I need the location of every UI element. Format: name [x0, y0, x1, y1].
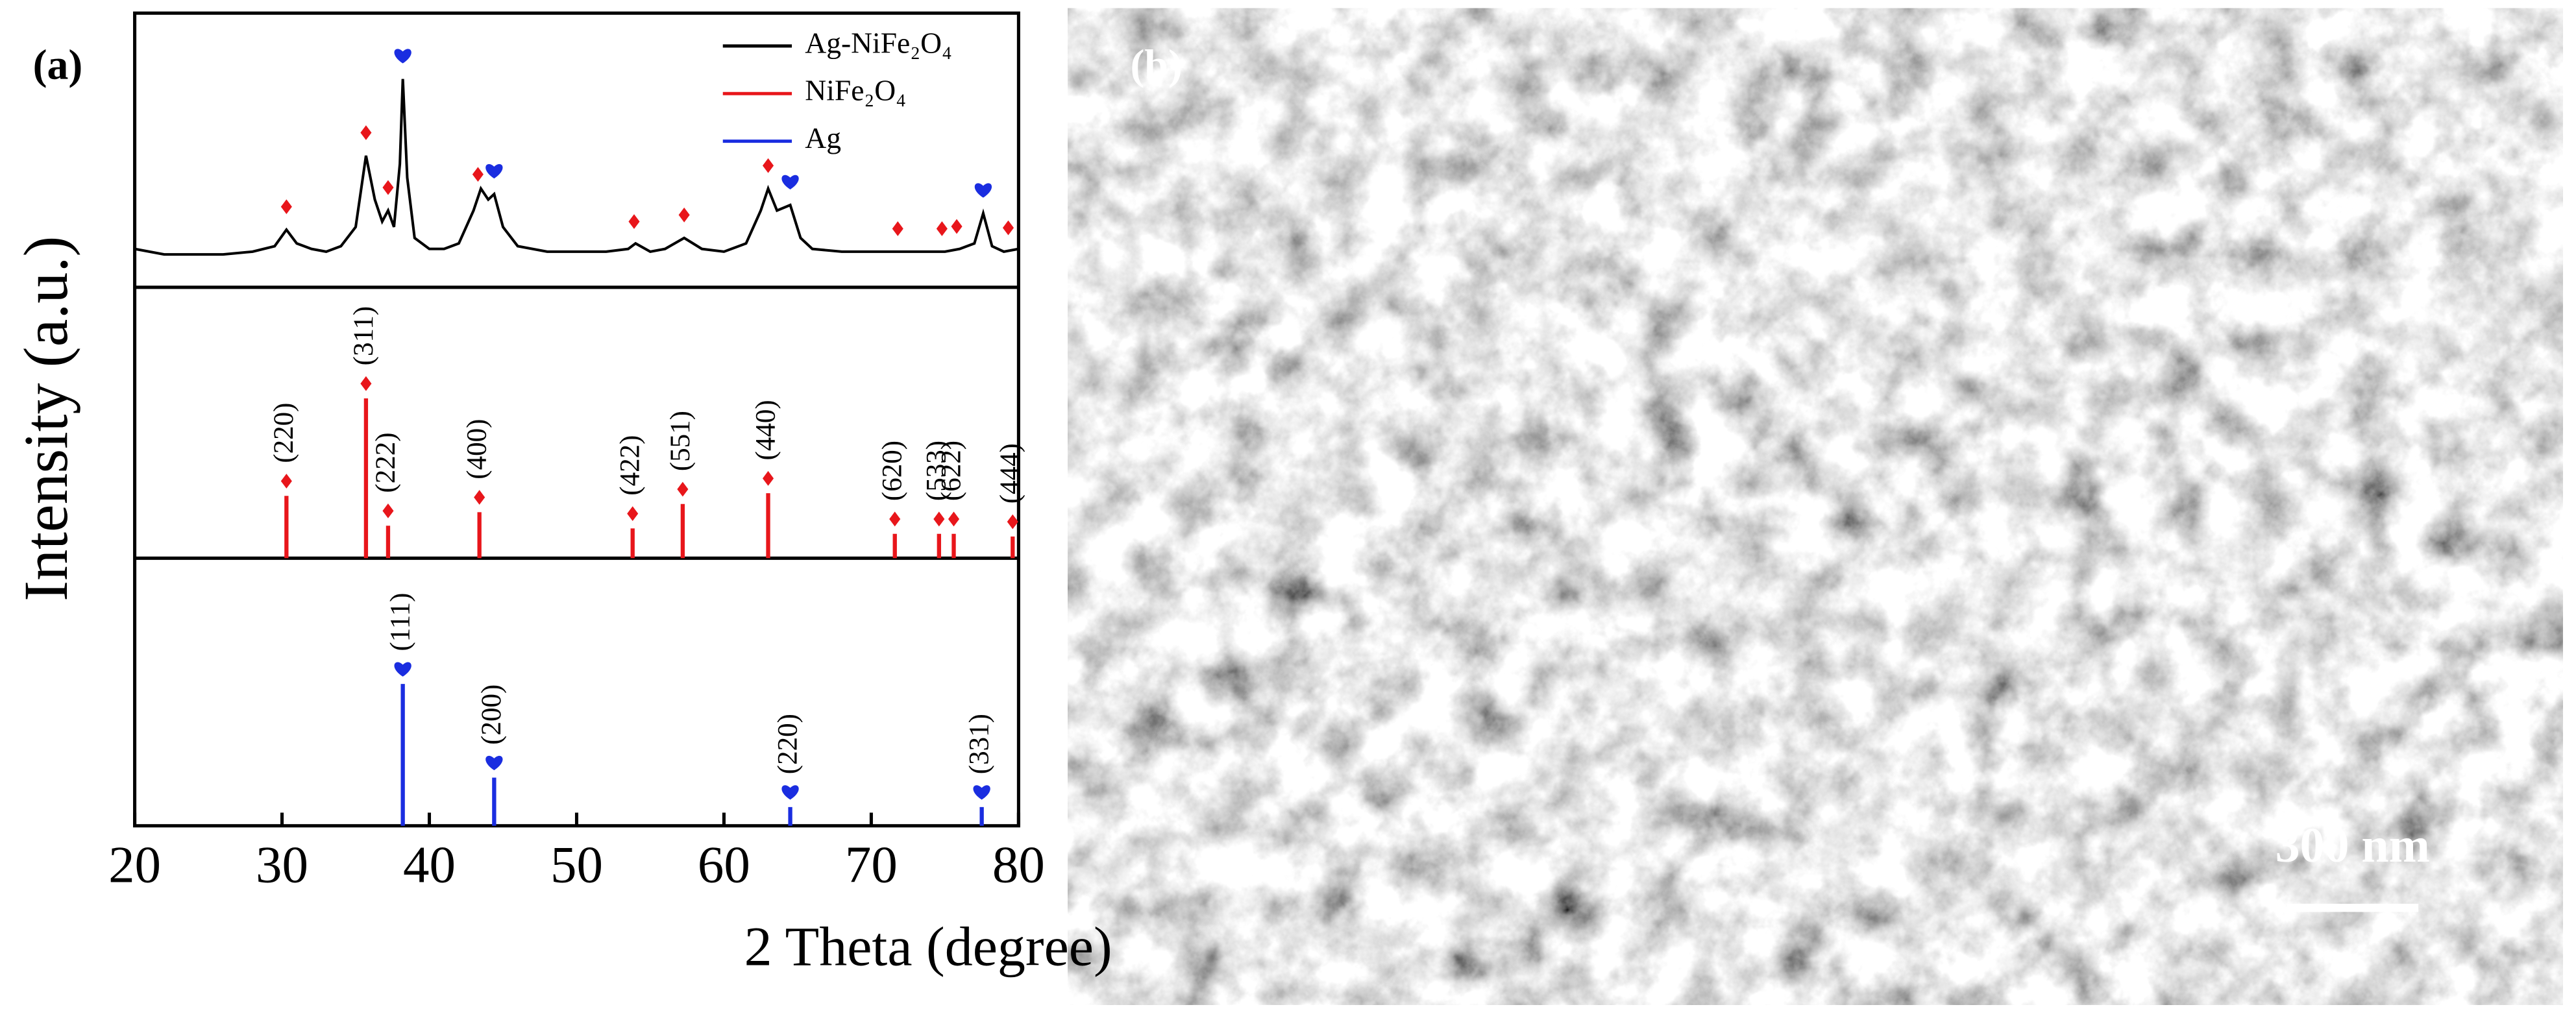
peak-marker: [474, 490, 485, 505]
peak-marker: [394, 49, 411, 64]
x-tick-label: 80: [992, 836, 1045, 894]
peak-marker: [762, 158, 774, 173]
legend-label: Ag-NiFe₂O₄: [805, 26, 952, 59]
peak-marker: [627, 506, 639, 521]
peak-marker: [974, 183, 992, 198]
hkl-label: (220): [269, 402, 299, 463]
peak-marker: [1007, 514, 1018, 529]
hkl-label: (222): [371, 432, 401, 492]
hkl-label: (551): [665, 411, 696, 471]
panel-label: (a): [33, 41, 83, 88]
peak-marker: [280, 474, 292, 489]
peak-marker: [948, 511, 960, 527]
peak-marker: [472, 167, 484, 182]
peak-marker: [677, 481, 689, 497]
x-tick-label: 20: [108, 836, 161, 894]
legend-label: NiFe₂O₄: [805, 74, 906, 107]
hkl-label: (311): [349, 306, 379, 366]
hkl-label: (440): [750, 400, 781, 460]
peak-marker: [892, 221, 903, 236]
peak-marker: [1002, 220, 1014, 236]
x-tick-label: 60: [698, 836, 750, 894]
peak-marker: [951, 219, 963, 234]
peak-marker: [762, 470, 774, 486]
peak-marker: [933, 511, 945, 527]
peak-marker: [936, 221, 948, 236]
hkl-label: (331): [964, 714, 995, 774]
pattern-line: [134, 79, 1019, 256]
hkl-label: (200): [476, 685, 507, 745]
hkl-label: (400): [462, 419, 493, 479]
x-tick-label: 50: [550, 836, 603, 894]
x-tick-label: 70: [845, 836, 898, 894]
peak-marker: [360, 376, 372, 391]
peak-marker: [382, 503, 394, 518]
peak-marker: [394, 662, 411, 677]
y-axis-title: Intensity (a.u.): [11, 236, 80, 601]
sem-image: [1068, 8, 2563, 1005]
peak-marker: [889, 511, 901, 527]
panel-label: (b): [1131, 41, 1183, 88]
hkl-label: (422): [615, 435, 646, 496]
peak-marker: [485, 755, 503, 771]
hkl-label: (220): [772, 714, 803, 774]
peak-marker: [973, 785, 990, 800]
x-axis-title: 2 Theta (degree): [744, 915, 1112, 977]
peak-marker: [382, 180, 394, 195]
x-tick-label: 40: [403, 836, 456, 894]
peak-marker: [781, 785, 799, 800]
hkl-label: (533): [922, 441, 952, 501]
hkl-label: (444): [995, 443, 1025, 503]
x-tick-label: 30: [256, 836, 308, 894]
hkl-label: (622): [936, 441, 966, 501]
hkl-label: (111): [386, 593, 416, 651]
peak-marker: [485, 164, 503, 179]
hkl-label: (620): [877, 441, 908, 501]
legend-label: Ag: [805, 121, 841, 154]
sem-panel: (b) 300 nm: [1068, 8, 2563, 1005]
scale-bar-label: 300 nm: [2275, 818, 2430, 873]
plot-frame: [133, 11, 1020, 828]
peak-marker: [280, 199, 292, 215]
peak-marker: [678, 207, 690, 223]
peak-marker: [360, 125, 372, 140]
peak-marker: [781, 175, 799, 189]
peak-marker: [628, 214, 640, 229]
